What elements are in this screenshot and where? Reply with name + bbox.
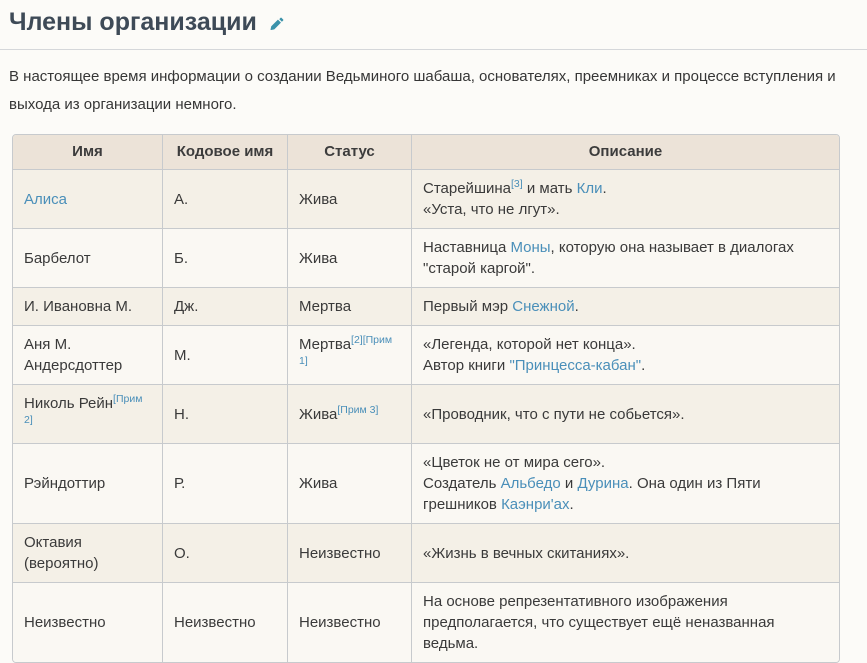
wiki-link[interactable]: Каэнри'ах bbox=[501, 496, 570, 513]
reference-link[interactable]: [Прим 1] bbox=[299, 334, 393, 367]
table-row: Неизвестно Неизвестно Неизвестно На основе … bbox=[13, 583, 839, 662]
cell-name: Николь Рейн[Прим 2] bbox=[13, 385, 163, 444]
wiki-link[interactable]: Дурина bbox=[577, 475, 629, 492]
column-header-status: Статус bbox=[288, 135, 412, 170]
reference-sup: [Прим 3] bbox=[337, 404, 378, 416]
cell-status: Жива bbox=[288, 444, 412, 524]
cell-desc: «Цветок не от мира сего». Создатель Альбе… bbox=[412, 444, 839, 524]
wiki-link[interactable]: Моны bbox=[510, 239, 551, 256]
wiki-link[interactable]: "Принцесса-кабан" bbox=[509, 357, 642, 374]
cell-name: И. Ивановна М. bbox=[13, 288, 163, 326]
cell-desc: Первый мэр Снежной. bbox=[412, 288, 839, 326]
cell-name: Октавия (вероятно) bbox=[13, 524, 163, 583]
table-row: Алиса А. Жива Старейшина[3] и мать Кли. «Уст… bbox=[13, 170, 839, 229]
cell-desc: Наставница Моны, которую она называет в … bbox=[412, 229, 839, 288]
column-header-name: Имя bbox=[13, 135, 163, 170]
table-row: Октавия (вероятно) О. Неизвестно «Жизнь в в… bbox=[13, 524, 839, 583]
reference-link[interactable]: [2] bbox=[351, 334, 363, 346]
cell-status: Мертва bbox=[288, 288, 412, 326]
table-head: Имя Кодовое имя Статус Описание bbox=[13, 135, 839, 170]
intro-paragraph: В настоящее время информации о создании … bbox=[9, 68, 836, 113]
reference-sup: [Прим 2] bbox=[24, 393, 142, 426]
cell-name: Неизвестно bbox=[13, 583, 163, 662]
cell-code: Н. bbox=[163, 385, 288, 444]
column-header-code: Кодовое имя bbox=[163, 135, 288, 170]
reference-link[interactable]: [Прим 3] bbox=[337, 403, 379, 416]
table-row: Аня М. Андерсдоттер М. Мертва[2][Прим 1] «Л… bbox=[13, 326, 839, 385]
cell-desc: «Проводник, что с пути не собьется». bbox=[412, 385, 839, 444]
header-row: Имя Кодовое имя Статус Описание bbox=[13, 135, 839, 170]
reference-sup: [Прим 1] bbox=[299, 334, 392, 367]
cell-name: Алиса bbox=[13, 170, 163, 229]
reference-sup: [3] bbox=[511, 178, 523, 190]
table-body: Алиса А. Жива Старейшина[3] и мать Кли. «Уст… bbox=[13, 170, 839, 662]
cell-code: О. bbox=[163, 524, 288, 583]
page-title: Члены организации bbox=[9, 8, 257, 36]
cell-code: М. bbox=[163, 326, 288, 385]
wiki-link[interactable]: Кли bbox=[576, 180, 603, 197]
wiki-link[interactable]: Альбедо bbox=[500, 475, 561, 492]
wiki-link[interactable]: Снежной bbox=[512, 298, 575, 315]
reference-sup: [2] bbox=[351, 334, 363, 346]
cell-code: Неизвестно bbox=[163, 583, 288, 662]
cell-status: Неизвестно bbox=[288, 583, 412, 662]
table-row: Рэйндоттир Р. Жива «Цветок не от мира сего»… bbox=[13, 444, 839, 524]
reference-link[interactable]: [3] bbox=[510, 178, 523, 190]
cell-name: Барбелот bbox=[13, 229, 163, 288]
cell-desc: «Легенда, которой нет конца». Автор книги… bbox=[412, 326, 839, 385]
table-row: Барбелот Б. Жива Наставница Моны, которую о… bbox=[13, 229, 839, 288]
cell-desc: На основе репрезентативного изображения … bbox=[412, 583, 839, 662]
cell-status: Жива bbox=[288, 170, 412, 229]
cell-status: Мертва[2][Прим 1] bbox=[288, 326, 412, 385]
table-row: И. Ивановна М. Дж. Мертва Первый мэр Снежно… bbox=[13, 288, 839, 326]
cell-code: Дж. bbox=[163, 288, 288, 326]
reference-link[interactable]: [Прим 2] bbox=[24, 393, 143, 426]
cell-status: Жива[Прим 3] bbox=[288, 385, 412, 444]
table-row: Николь Рейн[Прим 2] Н. Жива[Прим 3] «Провод… bbox=[13, 385, 839, 444]
members-table: Имя Кодовое имя Статус Описание Алиса А. Жива… bbox=[12, 134, 840, 663]
wiki-link[interactable]: Алиса bbox=[24, 190, 67, 208]
cell-desc: «Жизнь в вечных скитаниях». bbox=[412, 524, 839, 583]
section-heading: Члены организации bbox=[0, 6, 867, 50]
cell-status: Неизвестно bbox=[288, 524, 412, 583]
column-header-desc: Описание bbox=[412, 135, 839, 170]
edit-pencil-icon[interactable] bbox=[268, 16, 285, 33]
cell-code: А. bbox=[163, 170, 288, 229]
cell-code: Р. bbox=[163, 444, 288, 524]
cell-code: Б. bbox=[163, 229, 288, 288]
cell-desc: Старейшина[3] и мать Кли. «Уста, что не л… bbox=[412, 170, 839, 229]
cell-status: Жива bbox=[288, 229, 412, 288]
cell-name: Аня М. Андерсдоттер bbox=[13, 326, 163, 385]
cell-name: Рэйндоттир bbox=[13, 444, 163, 524]
